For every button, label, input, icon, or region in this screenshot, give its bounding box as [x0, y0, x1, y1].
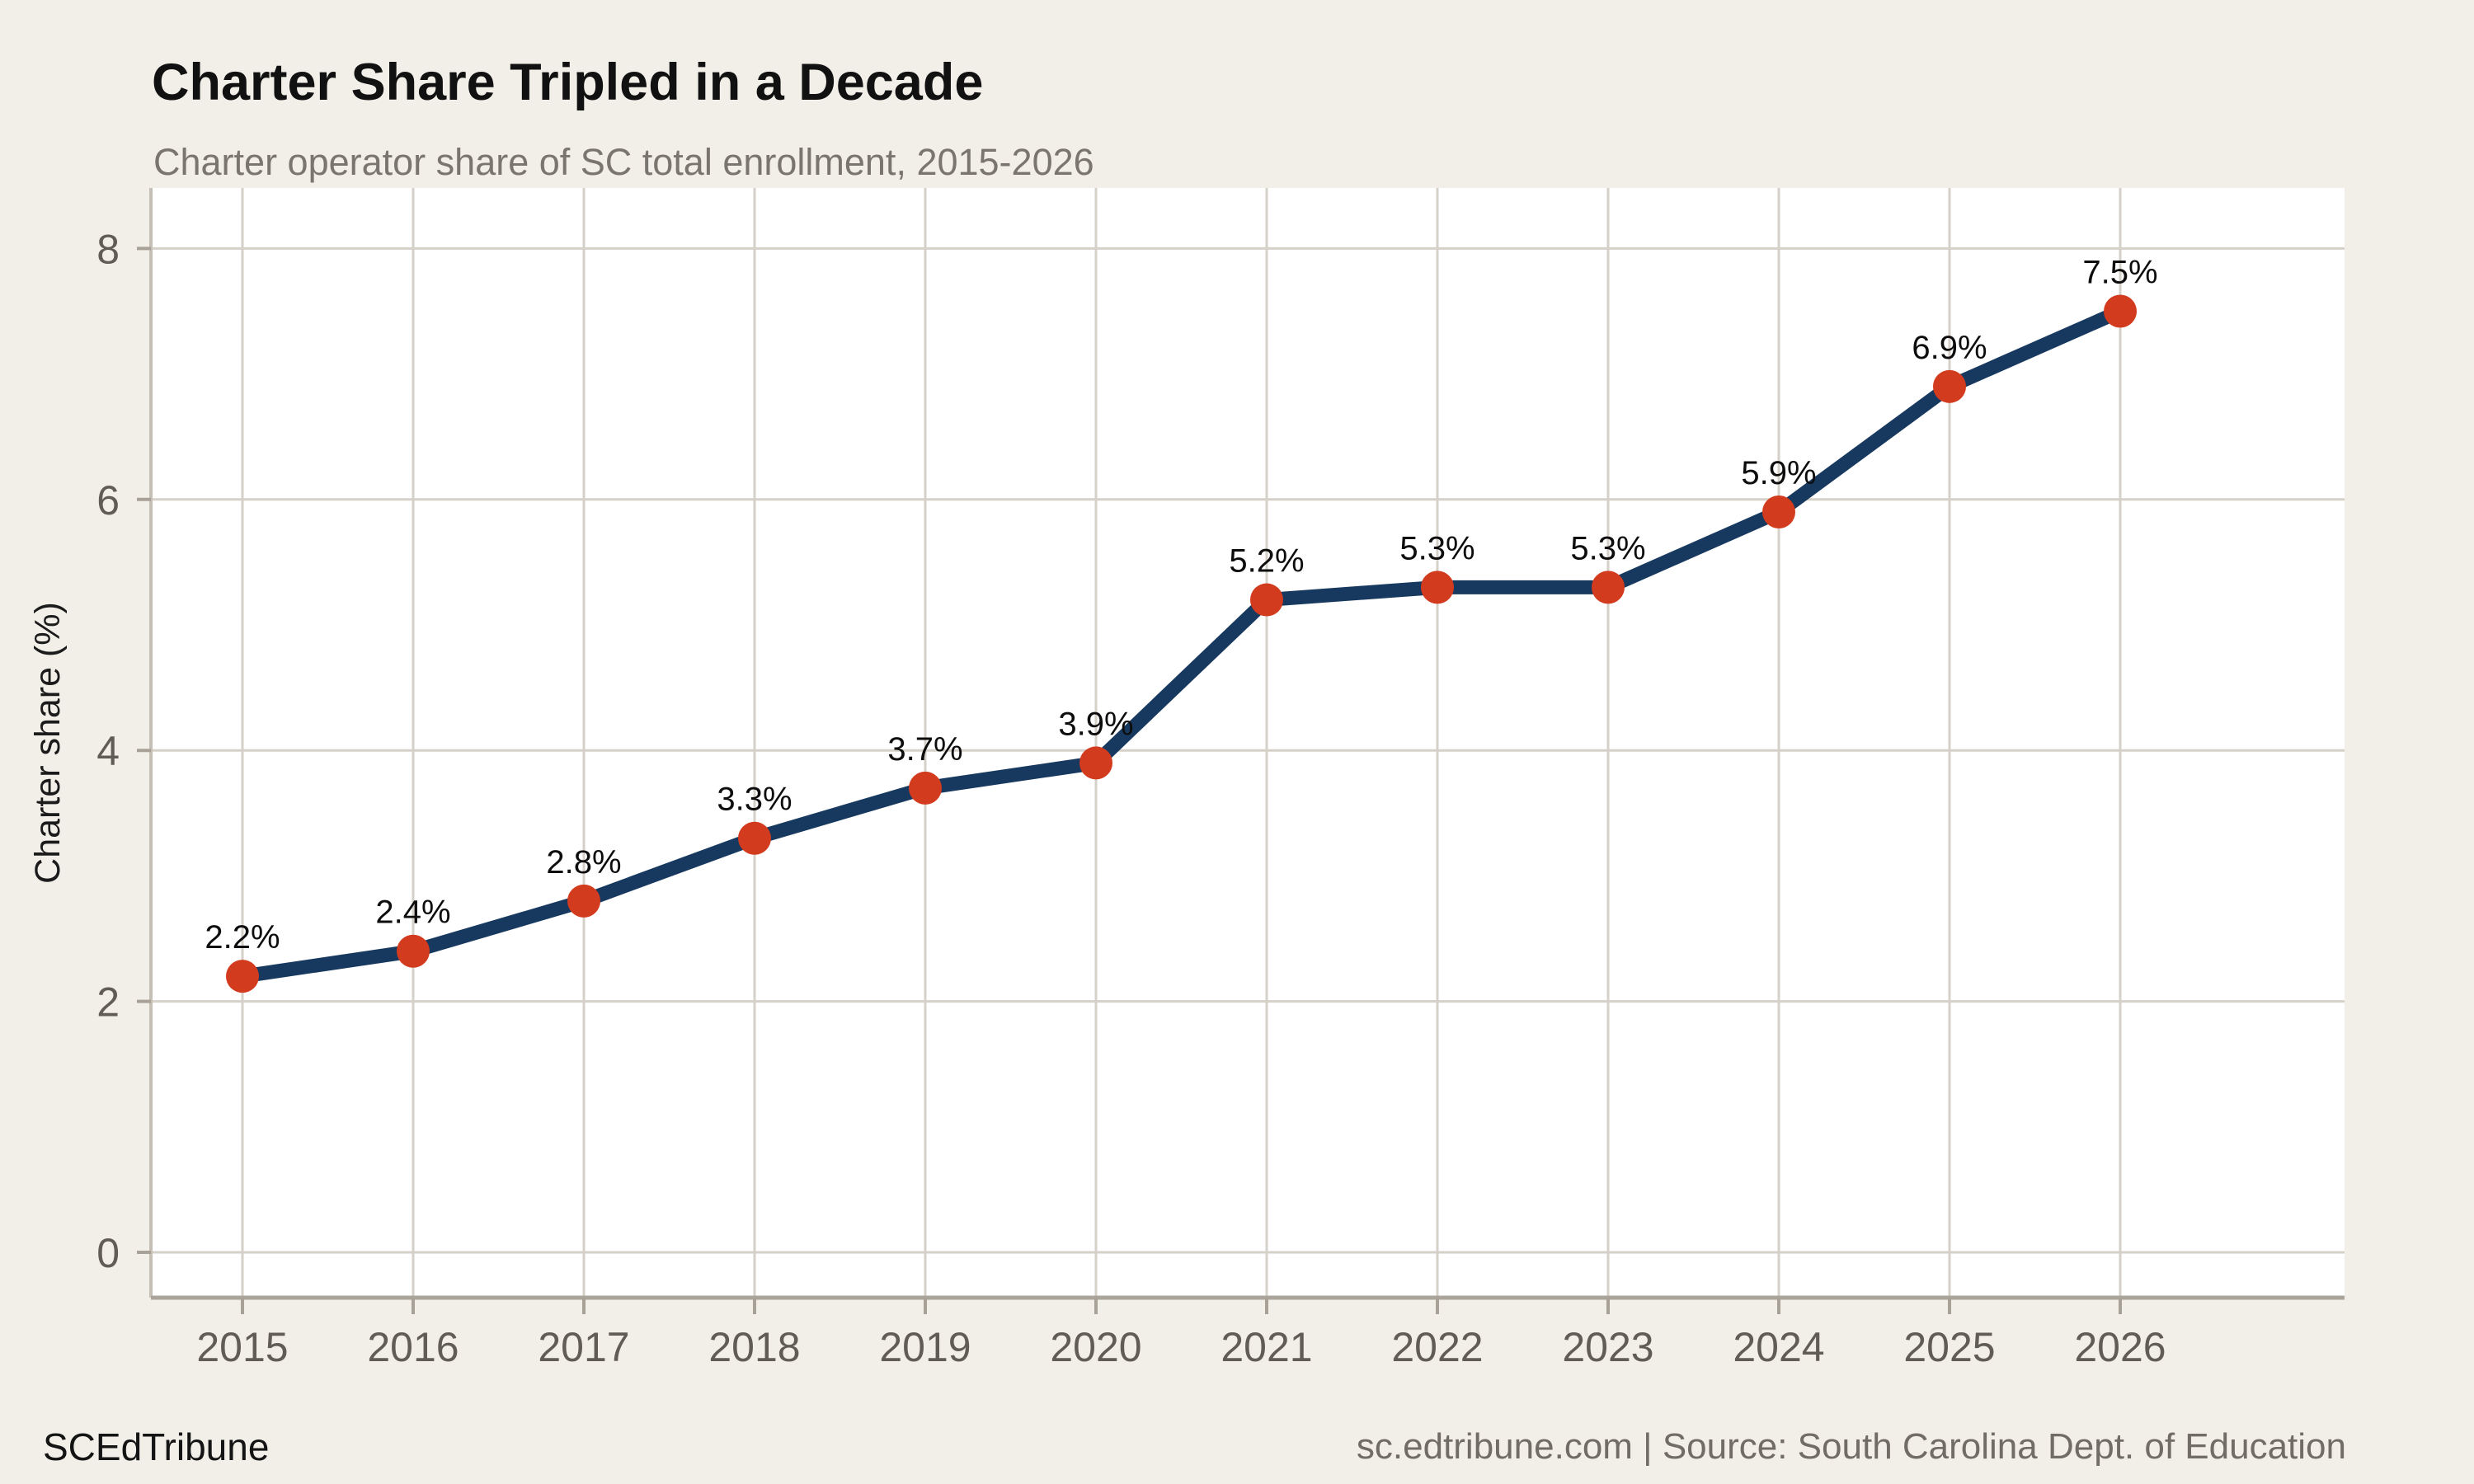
- x-tick-label: 2025: [1903, 1324, 1995, 1370]
- y-tick-label: 2: [96, 979, 120, 1026]
- x-tick-label: 2016: [367, 1324, 459, 1370]
- y-tick-label: 0: [96, 1230, 120, 1276]
- x-tick-label: 2015: [196, 1324, 288, 1370]
- data-point: [738, 821, 771, 855]
- data-point-label: 3.3%: [717, 782, 792, 818]
- data-point: [2104, 294, 2137, 328]
- x-tick-label: 2024: [1733, 1324, 1824, 1370]
- y-axis-title: Charter share (%): [28, 602, 68, 884]
- x-tick-label: 2017: [538, 1324, 629, 1370]
- chart-title: Charter Share Tripled in a Decade: [152, 54, 984, 111]
- data-point-label: 5.9%: [1741, 455, 1816, 491]
- y-tick-label: 4: [96, 728, 120, 774]
- data-point-label: 2.8%: [546, 844, 621, 881]
- chart-subtitle: Charter operator share of SC total enrol…: [153, 141, 1094, 183]
- data-point-label: 3.9%: [1058, 706, 1133, 742]
- data-point-label: 5.3%: [1570, 530, 1645, 566]
- data-point: [1250, 583, 1283, 617]
- y-tick-label: 8: [96, 226, 120, 272]
- data-point: [1421, 571, 1454, 604]
- data-point-label: 5.2%: [1229, 543, 1304, 580]
- data-point: [567, 884, 600, 918]
- x-tick-label: 2023: [1562, 1324, 1653, 1370]
- data-point: [1933, 369, 1966, 403]
- series-line: [235, 304, 2128, 984]
- y-tick-label: 6: [96, 477, 120, 524]
- data-point: [909, 771, 942, 805]
- data-point: [397, 934, 430, 968]
- data-point: [226, 960, 259, 993]
- data-point-label: 2.2%: [205, 919, 280, 956]
- brand-mark: SCEdTribune: [43, 1425, 270, 1468]
- data-point: [1079, 746, 1112, 780]
- data-point-label: 2.4%: [375, 895, 450, 931]
- x-tick-label: 2021: [1221, 1324, 1312, 1370]
- x-tick-label: 2020: [1050, 1324, 1141, 1370]
- data-point-label: 5.3%: [1399, 530, 1475, 566]
- x-tick-label: 2022: [1391, 1324, 1483, 1370]
- x-tick-label: 2018: [708, 1324, 800, 1370]
- data-point-label: 3.7%: [887, 731, 962, 768]
- x-tick-label: 2026: [2074, 1324, 2166, 1370]
- data-point: [1592, 571, 1625, 604]
- data-point: [1762, 495, 1795, 529]
- source-attribution: sc.edtribune.com | Source: South Carolin…: [1356, 1426, 2346, 1467]
- data-point-label: 6.9%: [1912, 330, 1987, 366]
- x-tick-label: 2019: [879, 1324, 971, 1370]
- data-point-label: 7.5%: [2082, 255, 2157, 291]
